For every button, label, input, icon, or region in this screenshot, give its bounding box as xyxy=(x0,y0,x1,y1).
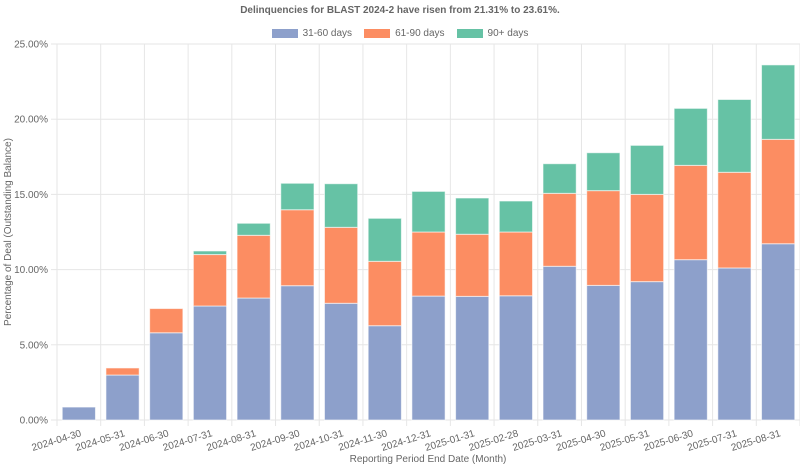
y-tick-label: 10.00% xyxy=(14,265,48,276)
x-tick-label: 2025-08-31 xyxy=(730,428,783,454)
x-tick-label: 2024-10-31 xyxy=(293,428,346,454)
legend-swatch-90-plus xyxy=(456,29,483,38)
bar-segment-61-90-days[interactable] xyxy=(367,260,402,327)
legend-swatch-61-90 xyxy=(364,29,391,38)
x-tick-label: 2024-06-30 xyxy=(118,428,171,454)
bar-segment-31-60-days[interactable] xyxy=(455,295,490,421)
x-tick-label: 2025-03-31 xyxy=(511,428,564,454)
x-axis-ticks: 2024-04-302024-05-312024-06-302024-07-31… xyxy=(31,428,783,454)
bar-segment-61-90-days[interactable] xyxy=(761,138,796,245)
x-axis-title: Reporting Period End Date (Month) xyxy=(350,454,507,465)
y-tick-label: 20.00% xyxy=(14,115,48,126)
bar-segment-61-90-days[interactable] xyxy=(323,226,359,304)
bar-segment-31-60-days[interactable] xyxy=(411,295,446,421)
x-tick-label: 2025-02-28 xyxy=(468,428,521,454)
y-axis-ticks: 0.00% 5.00% 10.00% 15.00% 20.00% 25.00% xyxy=(14,40,57,427)
y-axis-title: Percentage of Deal (Outstanding Balance) xyxy=(3,138,14,326)
bar-segment-31-60-days[interactable] xyxy=(761,243,796,421)
bar-segment-31-60-days[interactable] xyxy=(367,325,402,421)
x-tick-label: 2024-12-31 xyxy=(380,428,433,454)
y-tick-label: 15.00% xyxy=(14,190,48,201)
bar-segment-90-days[interactable] xyxy=(586,152,621,192)
bar-segment-90-days[interactable] xyxy=(236,222,271,236)
x-tick-label: 2025-01-31 xyxy=(424,428,477,454)
bar-segment-90-days[interactable] xyxy=(280,182,315,211)
legend-item-90-plus[interactable]: 90+ days xyxy=(456,28,529,39)
x-tick-label: 2025-06-30 xyxy=(642,428,695,454)
legend-label-61-90: 61-90 days xyxy=(395,28,445,39)
bar-segment-61-90-days[interactable] xyxy=(673,164,708,261)
legend-item-31-60[interactable]: 31-60 days xyxy=(271,28,353,39)
bar-segment-61-90-days[interactable] xyxy=(498,231,534,297)
bar-segment-61-90-days[interactable] xyxy=(105,367,140,376)
bar-segment-90-days[interactable] xyxy=(367,217,402,262)
bar-segment-31-60-days[interactable] xyxy=(280,285,315,421)
bar-segment-31-60-days[interactable] xyxy=(629,281,665,421)
bar-segment-61-90-days[interactable] xyxy=(236,234,271,299)
bar-segment-31-60-days[interactable] xyxy=(149,332,184,421)
legend: 31-60 days 61-90 days 90+ days xyxy=(0,28,800,39)
x-tick-label: 2025-04-30 xyxy=(555,428,608,454)
bar-segment-61-90-days[interactable] xyxy=(280,209,315,287)
bar-segment-90-days[interactable] xyxy=(717,98,752,173)
bar-segment-90-days[interactable] xyxy=(192,250,228,256)
bar-segment-31-60-days[interactable] xyxy=(498,295,534,421)
x-tick-label: 2025-07-31 xyxy=(686,428,739,454)
legend-item-61-90[interactable]: 61-90 days xyxy=(364,28,445,39)
bar-segment-90-days[interactable] xyxy=(761,64,796,140)
legend-label-90-plus: 90+ days xyxy=(487,28,529,39)
bar-segment-90-days[interactable] xyxy=(498,200,534,233)
bar-segment-90-days[interactable] xyxy=(455,197,490,235)
bar-segment-61-90-days[interactable] xyxy=(542,192,577,267)
x-tick-label: 2024-07-31 xyxy=(162,428,215,454)
bar-segment-90-days[interactable] xyxy=(411,190,446,233)
bars xyxy=(61,64,796,421)
bar-segment-31-60-days[interactable] xyxy=(586,284,621,421)
legend-label-31-60: 31-60 days xyxy=(302,28,353,39)
bar-segment-90-days[interactable] xyxy=(673,107,708,166)
bar-segment-61-90-days[interactable] xyxy=(629,193,665,283)
bar-segment-31-60-days[interactable] xyxy=(192,305,228,421)
x-tick-label: 2024-09-30 xyxy=(249,428,302,454)
x-tick-label: 2024-04-30 xyxy=(31,428,84,454)
y-tick-label: 0.00% xyxy=(20,416,48,427)
y-tick-label: 25.00% xyxy=(14,40,48,51)
bar-segment-31-60-days[interactable] xyxy=(323,302,359,421)
bar-segment-31-60-days[interactable] xyxy=(61,406,96,421)
bar-segment-90-days[interactable] xyxy=(629,144,665,195)
x-tick-label: 2025-05-31 xyxy=(599,428,652,454)
bar-segment-61-90-days[interactable] xyxy=(149,308,184,334)
x-tick-label: 2024-08-31 xyxy=(205,428,258,454)
bar-segment-31-60-days[interactable] xyxy=(673,259,708,421)
bar-segment-31-60-days[interactable] xyxy=(717,267,752,421)
chart-title: Delinquencies for BLAST 2024-2 have rise… xyxy=(240,5,560,16)
bar-segment-61-90-days[interactable] xyxy=(717,171,752,269)
y-tick-label: 5.00% xyxy=(20,340,48,351)
bar-segment-61-90-days[interactable] xyxy=(192,254,228,307)
bar-segment-61-90-days[interactable] xyxy=(455,233,490,297)
bar-segment-31-60-days[interactable] xyxy=(236,297,271,421)
bar-segment-90-days[interactable] xyxy=(542,163,577,194)
x-tick-label: 2024-05-31 xyxy=(74,428,127,454)
bar-segment-90-days[interactable] xyxy=(323,183,359,228)
bar-segment-31-60-days[interactable] xyxy=(105,374,140,421)
bar-segment-31-60-days[interactable] xyxy=(542,265,577,421)
bar-segment-61-90-days[interactable] xyxy=(586,190,621,286)
legend-swatch-31-60 xyxy=(271,29,298,38)
bar-segment-61-90-days[interactable] xyxy=(411,231,446,297)
